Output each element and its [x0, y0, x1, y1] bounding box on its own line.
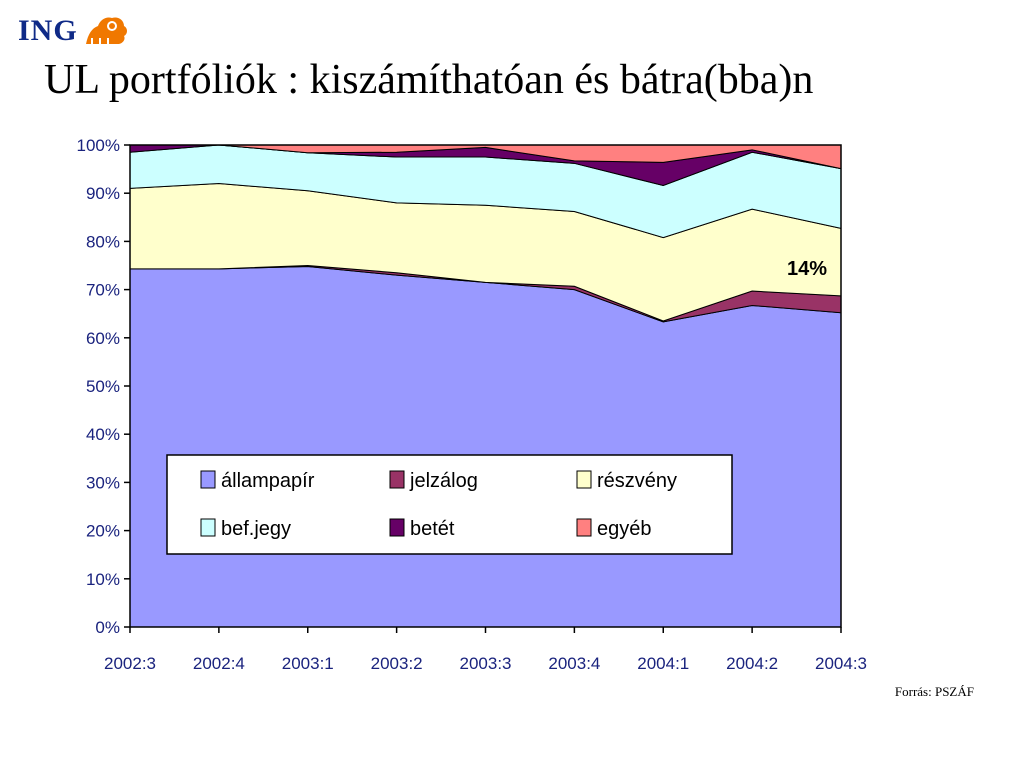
x-tick-label: 2003:4: [548, 654, 600, 673]
legend-label-jelzalog: jelzálog: [409, 470, 478, 492]
chart-legend: állampapír jelzálog részvény bef.jegy betét e…: [166, 454, 733, 555]
y-tick-label: 80%: [86, 232, 120, 251]
annotation-label: 14%: [787, 258, 827, 280]
y-tick-label: 20%: [86, 522, 120, 541]
y-tick-label: 10%: [86, 570, 120, 589]
y-tick-label: 100%: [77, 136, 120, 155]
legend-swatch-jelzalog: [389, 470, 405, 489]
page-title: UL portfóliók : kiszámíthatóan és bátra(…: [44, 57, 814, 103]
legend-swatch-egyeb: [576, 518, 592, 537]
legend-swatch-allampapir: [200, 470, 216, 489]
y-tick-label: 60%: [86, 329, 120, 348]
x-tick-label: 2003:3: [460, 654, 512, 673]
x-tick-label: 2002:3: [104, 654, 156, 673]
logo-text: ING: [18, 14, 78, 47]
y-tick-label: 50%: [86, 377, 120, 396]
y-tick-label: 40%: [86, 425, 120, 444]
legend-swatch-befjegy: [200, 518, 216, 537]
legend-box: [166, 454, 733, 555]
lion-icon: [85, 17, 127, 44]
chart-axes: 0% 10% 20% 30% 40% 50% 60% 70% 80% 90% 100% 2002:3 2…: [77, 136, 867, 673]
y-tick-label: 90%: [86, 184, 120, 203]
x-tick-label: 2002:4: [193, 654, 245, 673]
legend-label-betet: betét: [410, 518, 455, 540]
area-allampapir: [129, 265, 842, 628]
legend-label-allampapir: állampapír: [221, 470, 315, 492]
legend-swatch-reszveny: [576, 470, 592, 489]
legend-label-befjegy: bef.jegy: [221, 518, 291, 540]
y-tick-label: 30%: [86, 473, 120, 492]
x-tick-label: 2004:1: [637, 654, 689, 673]
legend-label-egyeb: egyéb: [597, 518, 652, 540]
legend-label-reszveny: részvény: [597, 470, 677, 492]
y-tick-label: 0%: [95, 618, 120, 637]
x-tick-label: 2004:3: [815, 654, 867, 673]
x-tick-label: 2003:2: [371, 654, 423, 673]
chart-annotations: 14%: [787, 258, 827, 280]
x-tick-label: 2004:2: [726, 654, 778, 673]
legend-swatch-betet: [389, 518, 405, 537]
x-tick-label: 2003:1: [282, 654, 334, 673]
ing-logo: ING: [18, 14, 130, 48]
source-note: Forrás: PSZÁF: [894, 684, 974, 699]
y-tick-label: 70%: [86, 281, 120, 300]
